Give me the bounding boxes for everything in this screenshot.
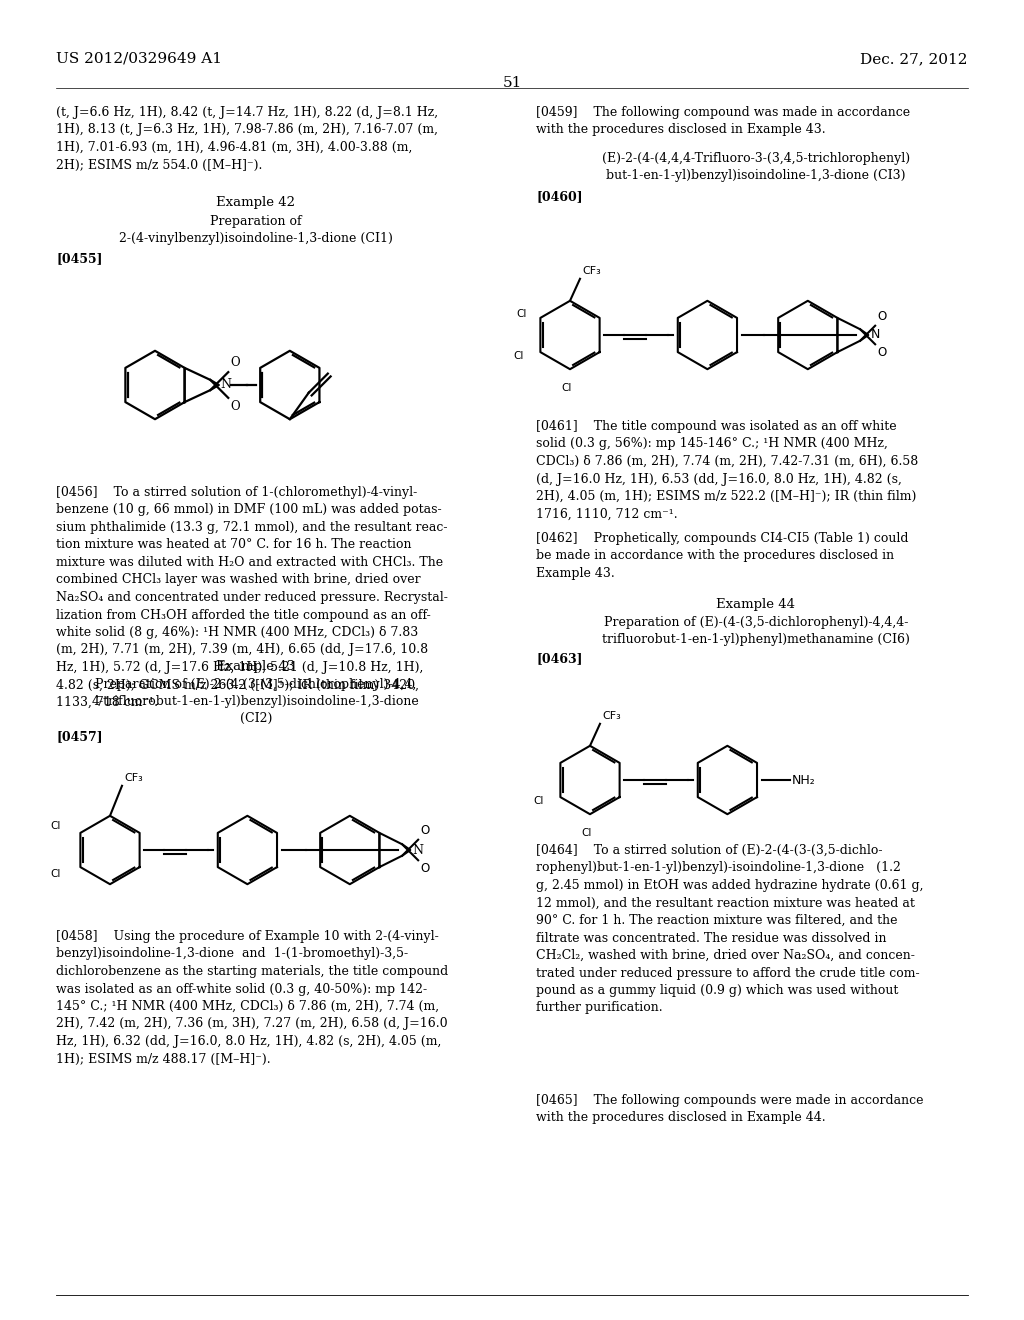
Text: but-1-en-1-yl)benzyl)isoindoline-1,3-dione (CI3): but-1-en-1-yl)benzyl)isoindoline-1,3-dio… [606, 169, 906, 182]
Text: [0456]    To a stirred solution of 1-(chloromethyl)-4-vinyl-
benzene (10 g, 66 m: [0456] To a stirred solution of 1-(chlor… [56, 486, 447, 709]
Text: [0460]: [0460] [536, 190, 583, 203]
Text: O: O [230, 400, 240, 413]
Text: N: N [221, 379, 231, 392]
Text: Cl: Cl [50, 821, 60, 830]
Text: O: O [420, 862, 429, 875]
Text: [0462]    Prophetically, compounds CI4-CI5 (Table 1) could
be made in accordance: [0462] Prophetically, compounds CI4-CI5 … [536, 532, 908, 579]
Text: N: N [870, 329, 880, 342]
Text: CF₃: CF₃ [602, 710, 621, 721]
Text: Cl: Cl [516, 309, 526, 319]
Text: Cl: Cl [50, 869, 60, 879]
Text: Dec. 27, 2012: Dec. 27, 2012 [860, 51, 968, 66]
Text: Preparation of (E)-(4-(3,5-dichlorophenyl)-4,4,4-: Preparation of (E)-(4-(3,5-dichloropheny… [604, 616, 908, 630]
Text: Example 44: Example 44 [717, 598, 796, 611]
Text: [0465]    The following compounds were made in accordance
with the procedures di: [0465] The following compounds were made… [536, 1094, 924, 1125]
Text: [0459]    The following compound was made in accordance
with the procedures disc: [0459] The following compound was made i… [536, 106, 910, 136]
Text: Example 43: Example 43 [216, 660, 296, 673]
Text: O: O [420, 824, 429, 837]
Text: 2-(4-vinylbenzyl)isoindoline-1,3-dione (CI1): 2-(4-vinylbenzyl)isoindoline-1,3-dione (… [119, 232, 393, 246]
Text: Preparation of: Preparation of [210, 215, 302, 228]
Text: (E)-2-(4-(4,4,4-Trifluoro-3-(3,4,5-trichlorophenyl): (E)-2-(4-(4,4,4-Trifluoro-3-(3,4,5-trich… [602, 152, 910, 165]
Text: Cl: Cl [582, 828, 592, 838]
Text: 51: 51 [503, 77, 521, 90]
Text: O: O [878, 310, 887, 322]
Text: [0458]    Using the procedure of Example 10 with 2-(4-vinyl-
benzyl)isoindoline-: [0458] Using the procedure of Example 10… [56, 931, 449, 1065]
Text: CF₃: CF₃ [124, 772, 142, 783]
Text: 4-trifluorobut-1-en-1-yl)benzyl)isoindoline-1,3-dione: 4-trifluorobut-1-en-1-yl)benzyl)isoindol… [92, 696, 420, 708]
Text: Cl: Cl [562, 383, 572, 393]
Text: [0455]: [0455] [56, 252, 102, 265]
Text: [0464]    To a stirred solution of (E)-2-(4-(3-(3,5-dichlo-
rophenyl)but-1-en-1-: [0464] To a stirred solution of (E)-2-(4… [536, 843, 924, 1015]
Text: [0461]    The title compound was isolated as an off white
solid (0.3 g, 56%): mp: [0461] The title compound was isolated a… [536, 420, 919, 520]
Text: (t, J=6.6 Hz, 1H), 8.42 (t, J=14.7 Hz, 1H), 8.22 (d, J=8.1 Hz,
1H), 8.13 (t, J=6: (t, J=6.6 Hz, 1H), 8.42 (t, J=14.7 Hz, 1… [56, 106, 438, 172]
Text: Cl: Cl [513, 351, 523, 362]
Text: [0463]: [0463] [536, 652, 583, 665]
Text: US 2012/0329649 A1: US 2012/0329649 A1 [56, 51, 222, 66]
Text: Example 42: Example 42 [216, 195, 296, 209]
Text: O: O [230, 356, 240, 370]
Text: N: N [413, 843, 423, 857]
Text: CF₃: CF₃ [582, 265, 601, 276]
Text: (CI2): (CI2) [240, 711, 272, 725]
Text: O: O [878, 346, 887, 359]
Text: trifluorobut-1-en-1-yl)phenyl)methanamine (CI6): trifluorobut-1-en-1-yl)phenyl)methanamin… [602, 634, 910, 645]
Text: Preparation of (E)-2-(4-(3-(3,5-dichlorophenyl)-4,4,: Preparation of (E)-2-(4-(3-(3,5-dichloro… [95, 678, 417, 690]
Text: [0457]: [0457] [56, 730, 102, 743]
Text: Cl: Cl [532, 796, 544, 807]
Text: NH₂: NH₂ [792, 774, 815, 787]
